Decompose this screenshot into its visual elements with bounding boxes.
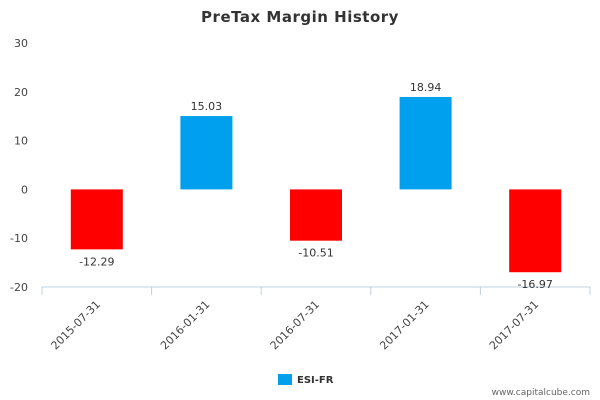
- bar-2017-07-31[interactable]: [509, 189, 562, 273]
- credit-text: www.capitalcube.com: [492, 388, 590, 398]
- y-tick-label: -10: [10, 232, 28, 245]
- data-label: -12.29: [79, 255, 114, 268]
- legend[interactable]: ESI-FR: [278, 374, 334, 386]
- x-tick-label: 2017-07-31: [487, 298, 541, 352]
- data-label: 15.03: [191, 100, 223, 113]
- data-labels: -12.29 15.03 -10.51 18.94 -16.97: [79, 81, 553, 291]
- y-tick-label: 0: [21, 183, 28, 196]
- bar-2016-01-31[interactable]: [180, 116, 233, 190]
- y-tick-label: 30: [14, 37, 28, 50]
- x-tick-label: 2016-07-31: [268, 298, 322, 352]
- legend-swatch: [278, 374, 292, 385]
- x-tick-label: 2015-07-31: [49, 298, 103, 352]
- x-tick-label: 2017-01-31: [377, 298, 431, 352]
- bar-2016-07-31[interactable]: [290, 189, 342, 241]
- data-label: -16.97: [517, 278, 552, 291]
- bar-2017-01-31[interactable]: [399, 96, 452, 190]
- y-tick-label: -20: [10, 281, 28, 294]
- bars: [70, 96, 562, 273]
- x-axis-tick-labels: 2015-07-31 2016-01-31 2016-07-31 2017-01-31…: [49, 298, 542, 352]
- x-axis-tick-marks: [41, 287, 591, 295]
- legend-label: ESI-FR: [297, 375, 334, 386]
- y-axis-ticks: 30 20 10 0 -10 -20: [10, 37, 28, 294]
- bar-2015-07-31[interactable]: [70, 189, 123, 250]
- y-tick-label: 10: [14, 135, 28, 148]
- x-tick-label: 2016-01-31: [158, 298, 212, 352]
- chart-title: PreTax Margin History: [201, 8, 399, 26]
- y-tick-label: 20: [14, 86, 28, 99]
- data-label: 18.94: [410, 81, 442, 94]
- data-label: -10.51: [298, 247, 333, 260]
